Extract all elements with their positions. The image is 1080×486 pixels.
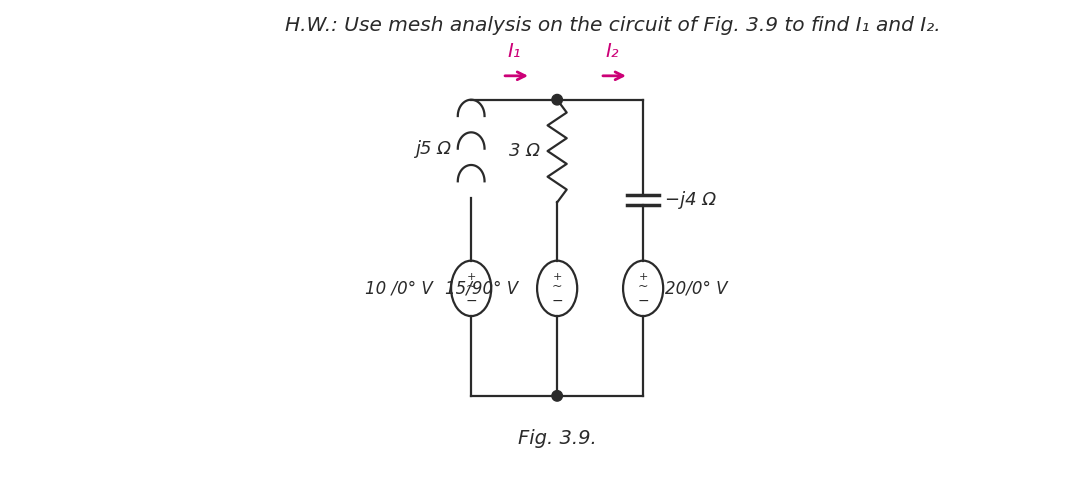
- Text: +: +: [553, 272, 562, 282]
- Text: −: −: [637, 294, 649, 308]
- Text: −j4 Ω: −j4 Ω: [664, 191, 716, 209]
- Text: 3 Ω: 3 Ω: [509, 142, 540, 160]
- Text: −: −: [465, 294, 477, 308]
- Text: +: +: [467, 272, 476, 282]
- Circle shape: [552, 94, 563, 105]
- Text: I₂: I₂: [605, 42, 619, 62]
- Text: 20/0° V: 20/0° V: [664, 279, 727, 297]
- Text: I₁: I₁: [508, 42, 521, 62]
- Text: −: −: [551, 294, 563, 308]
- Text: 15/90° V: 15/90° V: [445, 279, 518, 297]
- Text: ~: ~: [638, 279, 648, 293]
- Text: +: +: [638, 272, 648, 282]
- Text: 10 /0° V: 10 /0° V: [365, 279, 433, 297]
- Text: j5 Ω: j5 Ω: [415, 139, 451, 157]
- Circle shape: [552, 391, 563, 401]
- Text: ~: ~: [465, 279, 476, 293]
- Text: H.W.: Use mesh analysis on the circuit of Fig. 3.9 to find I₁ and I₂.: H.W.: Use mesh analysis on the circuit o…: [285, 16, 941, 35]
- Text: ~: ~: [552, 279, 563, 293]
- Text: Fig. 3.9.: Fig. 3.9.: [517, 429, 596, 449]
